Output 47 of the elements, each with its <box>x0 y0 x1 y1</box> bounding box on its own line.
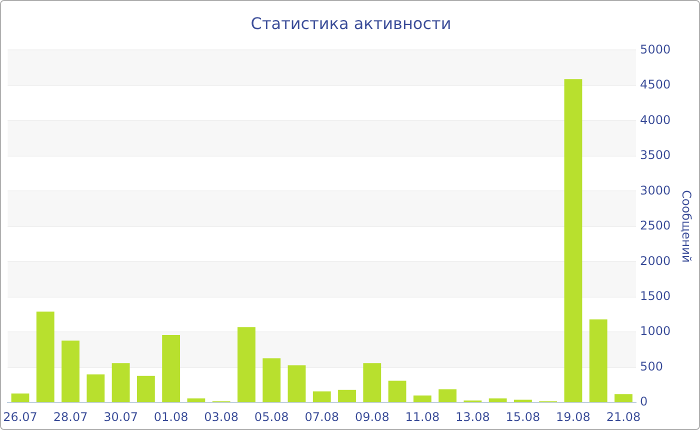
x-tick-label: 19.08 <box>556 410 590 424</box>
y-tick-label: 3000 <box>640 183 671 198</box>
x-tick-label: 13.08 <box>456 410 490 424</box>
y-tick-label: 2500 <box>640 218 671 233</box>
bar <box>614 394 632 402</box>
y-tick-label: 1000 <box>640 324 671 338</box>
x-tick-label: 09.08 <box>354 410 390 424</box>
bar <box>112 363 130 402</box>
bar <box>413 396 432 402</box>
bar <box>438 389 457 402</box>
bar <box>338 390 356 402</box>
bar <box>86 374 105 402</box>
chart-title: Статистика активности <box>250 14 452 33</box>
y-tick-label: 5000 <box>640 42 671 56</box>
bar <box>62 340 80 402</box>
y-tick-label: 3500 <box>640 148 671 162</box>
bar <box>488 398 507 402</box>
y-tick-label: 4500 <box>640 78 671 92</box>
x-tick-label: 26.07 <box>3 410 38 424</box>
y-tick-label: 4000 <box>640 112 671 127</box>
x-tick-label: 30.07 <box>104 410 138 424</box>
x-tick-label: 03.08 <box>204 410 239 424</box>
bar <box>363 363 382 402</box>
x-tick-label: 07.08 <box>304 410 340 424</box>
x-tick-label: 01.08 <box>154 410 188 424</box>
y-tick-label: 500 <box>640 359 663 374</box>
bar <box>388 380 406 402</box>
x-tick-label: 11.08 <box>405 410 440 424</box>
y-tick-label: 2000 <box>640 254 671 268</box>
bar <box>312 391 331 402</box>
bar <box>162 334 180 402</box>
bar <box>589 319 608 402</box>
bar <box>262 358 281 402</box>
y-tick-label: 0 <box>640 394 648 409</box>
bar <box>11 393 30 402</box>
bar <box>187 398 206 402</box>
x-tick-label: 15.08 <box>506 410 540 424</box>
bar <box>288 365 306 402</box>
x-tick-label: 05.08 <box>254 410 289 424</box>
bar <box>564 79 582 402</box>
y-tick-label: 1500 <box>640 289 671 304</box>
x-tick-label: 28.07 <box>53 410 88 424</box>
bar <box>136 376 155 402</box>
y-axis-title: Сообщений <box>680 190 694 263</box>
bar <box>238 327 256 402</box>
x-tick-label: 21.08 <box>606 410 641 424</box>
bar <box>36 312 54 402</box>
